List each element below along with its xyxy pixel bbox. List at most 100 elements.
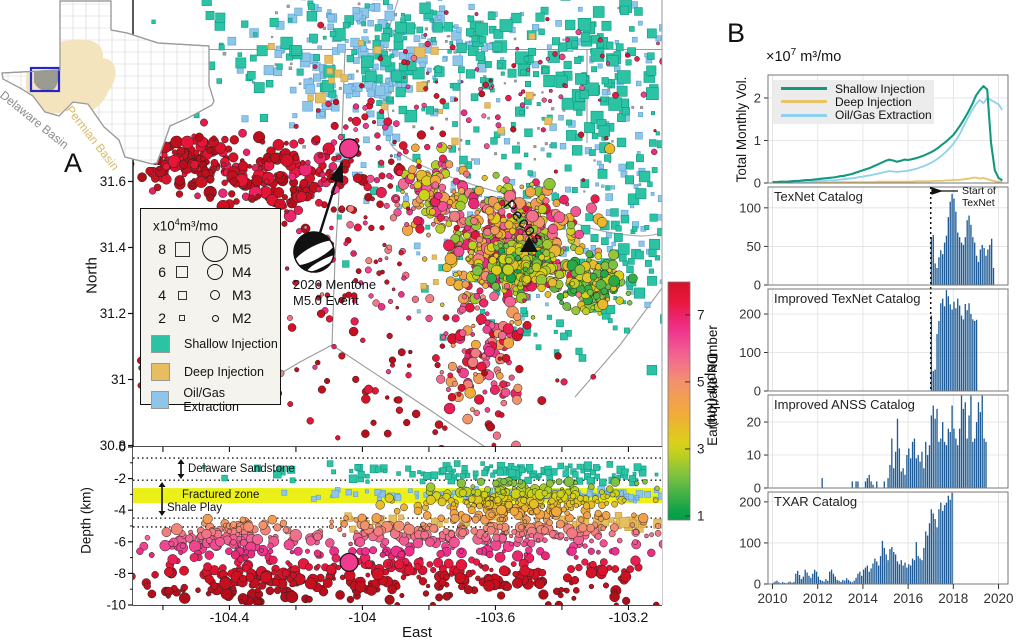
svg-text:7: 7 xyxy=(697,307,705,322)
legend-volume-magnitude-row: 6 M4 xyxy=(151,261,280,284)
study-area-box xyxy=(29,66,61,93)
svg-text:200: 200 xyxy=(739,307,761,322)
svg-text:-2: -2 xyxy=(114,471,126,486)
svg-text:-6: -6 xyxy=(114,534,126,549)
svg-text:2012: 2012 xyxy=(803,591,833,606)
svg-text:2018: 2018 xyxy=(938,591,968,606)
svg-text:2016: 2016 xyxy=(893,591,923,606)
svg-text:2010: 2010 xyxy=(757,591,787,606)
svg-text:0: 0 xyxy=(754,278,761,293)
shale-play-label: Shale Play xyxy=(167,502,222,514)
magnitude-circle xyxy=(207,264,223,280)
svg-text:0: 0 xyxy=(118,440,126,455)
svg-text:50: 50 xyxy=(747,239,761,254)
focal-mechanism-beachball xyxy=(293,231,338,273)
svg-text:31: 31 xyxy=(111,372,126,387)
legend-volume-magnitude-row: 4 M3 xyxy=(151,284,280,307)
volume-chart-legend: Shallow Injection Deep Injection Oil/Gas… xyxy=(773,80,934,124)
svg-text:100: 100 xyxy=(739,535,761,550)
magnitude-circle xyxy=(202,236,228,262)
texnet-catalog-title: TexNet Catalog xyxy=(774,189,863,204)
earthquake-number-label: Earthquake Number xyxy=(705,325,720,446)
fractured-zone-label: Fractured zone xyxy=(182,489,260,501)
volume-chart-title: ×107 m³/mo xyxy=(766,47,842,65)
svg-text:5: 5 xyxy=(697,374,705,389)
svg-text:2020: 2020 xyxy=(983,591,1013,606)
oil-line-swatch xyxy=(781,113,827,117)
svg-text:100: 100 xyxy=(739,345,761,360)
improved-anss-title: Improved ANSS Catalog xyxy=(774,397,915,412)
start-of-texnet-annotation: Start of TexNet xyxy=(962,185,996,209)
magnitude-circle xyxy=(210,290,220,300)
svg-text:0: 0 xyxy=(754,176,761,191)
svg-text:0: 0 xyxy=(754,384,761,399)
legend-volume-magnitude-row: 2 M2 xyxy=(151,307,280,330)
svg-text:30.8: 30.8 xyxy=(100,438,126,453)
volume-value: 2 xyxy=(158,310,166,326)
shallow-line-swatch xyxy=(781,87,827,91)
txar-catalog-title: TXAR Catalog xyxy=(774,494,858,509)
map-x-axis-label: East xyxy=(401,624,432,641)
svg-text:-104.4: -104.4 xyxy=(210,609,250,625)
svg-text:0: 0 xyxy=(754,577,761,592)
volume-value: 6 xyxy=(158,264,166,280)
volume-value: 8 xyxy=(158,241,166,257)
svg-text:-103.2: -103.2 xyxy=(609,609,649,625)
deep-line-swatch xyxy=(781,100,827,104)
svg-text:1: 1 xyxy=(754,133,761,148)
legend-volume-magnitude-row: 8 M5 xyxy=(151,236,280,262)
category-swatch xyxy=(151,390,170,409)
legend-volume-header: x104m³/mo xyxy=(153,217,219,234)
svg-text:3: 3 xyxy=(697,441,705,456)
legend-item-deep: Deep Injection xyxy=(773,95,934,109)
svg-text:0: 0 xyxy=(754,481,761,496)
category-label: Shallow Injection xyxy=(184,336,278,351)
well-size-square xyxy=(176,266,188,278)
legend-category-row: Oil/Gas Extraction xyxy=(151,386,280,414)
map-legend: x104m³/mo 8 M5 6 M4 4 M3 2 M2 Shallow Injec… xyxy=(140,208,281,414)
svg-text:-104: -104 xyxy=(348,609,376,625)
magnitude-circle xyxy=(211,314,219,322)
legend-category-row: Deep Injection xyxy=(151,358,280,386)
delaware-sandstone-label: Delaware Sandstone xyxy=(188,463,295,475)
svg-text:2014: 2014 xyxy=(848,591,879,606)
texas-inset-map xyxy=(1,0,215,165)
svg-text:31.4: 31.4 xyxy=(100,240,127,255)
well-size-square xyxy=(174,241,190,257)
svg-text:100: 100 xyxy=(739,200,761,215)
svg-text:20: 20 xyxy=(747,415,761,430)
panel-b-label: B xyxy=(727,18,746,48)
magnitude-label: M4 xyxy=(232,264,252,280)
total-monthly-vol-label: Total Monthly Vol. xyxy=(734,76,749,183)
svg-text:-10: -10 xyxy=(106,598,126,613)
svg-text:-8: -8 xyxy=(114,566,126,581)
mentone-event-label: 2020 Mentone M5.0 Event xyxy=(293,277,377,308)
svg-text:2: 2 xyxy=(754,90,761,105)
category-swatch xyxy=(151,334,170,353)
well-size-square xyxy=(177,290,187,300)
category-label: Oil/Gas Extraction xyxy=(183,385,239,414)
svg-text:31.6: 31.6 xyxy=(100,174,126,189)
legend-item-shallow: Shallow Injection xyxy=(773,82,934,96)
svg-text:1: 1 xyxy=(697,508,705,523)
magnitude-label: M3 xyxy=(232,287,252,303)
legend-item-oil: Oil/Gas Extraction xyxy=(773,108,934,122)
svg-text:-103.6: -103.6 xyxy=(476,609,516,625)
cross-section-y-label: Depth (km) xyxy=(78,487,94,554)
magnitude-label: M5 xyxy=(232,241,252,257)
svg-text:31.2: 31.2 xyxy=(100,306,126,321)
panel-a-label: A xyxy=(64,148,83,178)
category-label: Deep Injection xyxy=(184,364,264,379)
svg-text:-4: -4 xyxy=(114,503,126,518)
svg-text:200: 200 xyxy=(739,494,761,509)
well-size-square xyxy=(178,314,186,322)
svg-text:10: 10 xyxy=(747,448,761,463)
map-y-axis-label: North xyxy=(83,257,101,294)
category-swatch xyxy=(151,362,170,381)
legend-category-row: Shallow Injection xyxy=(151,330,280,358)
pecos-town-triangle xyxy=(520,236,538,252)
volume-value: 4 xyxy=(158,287,166,303)
